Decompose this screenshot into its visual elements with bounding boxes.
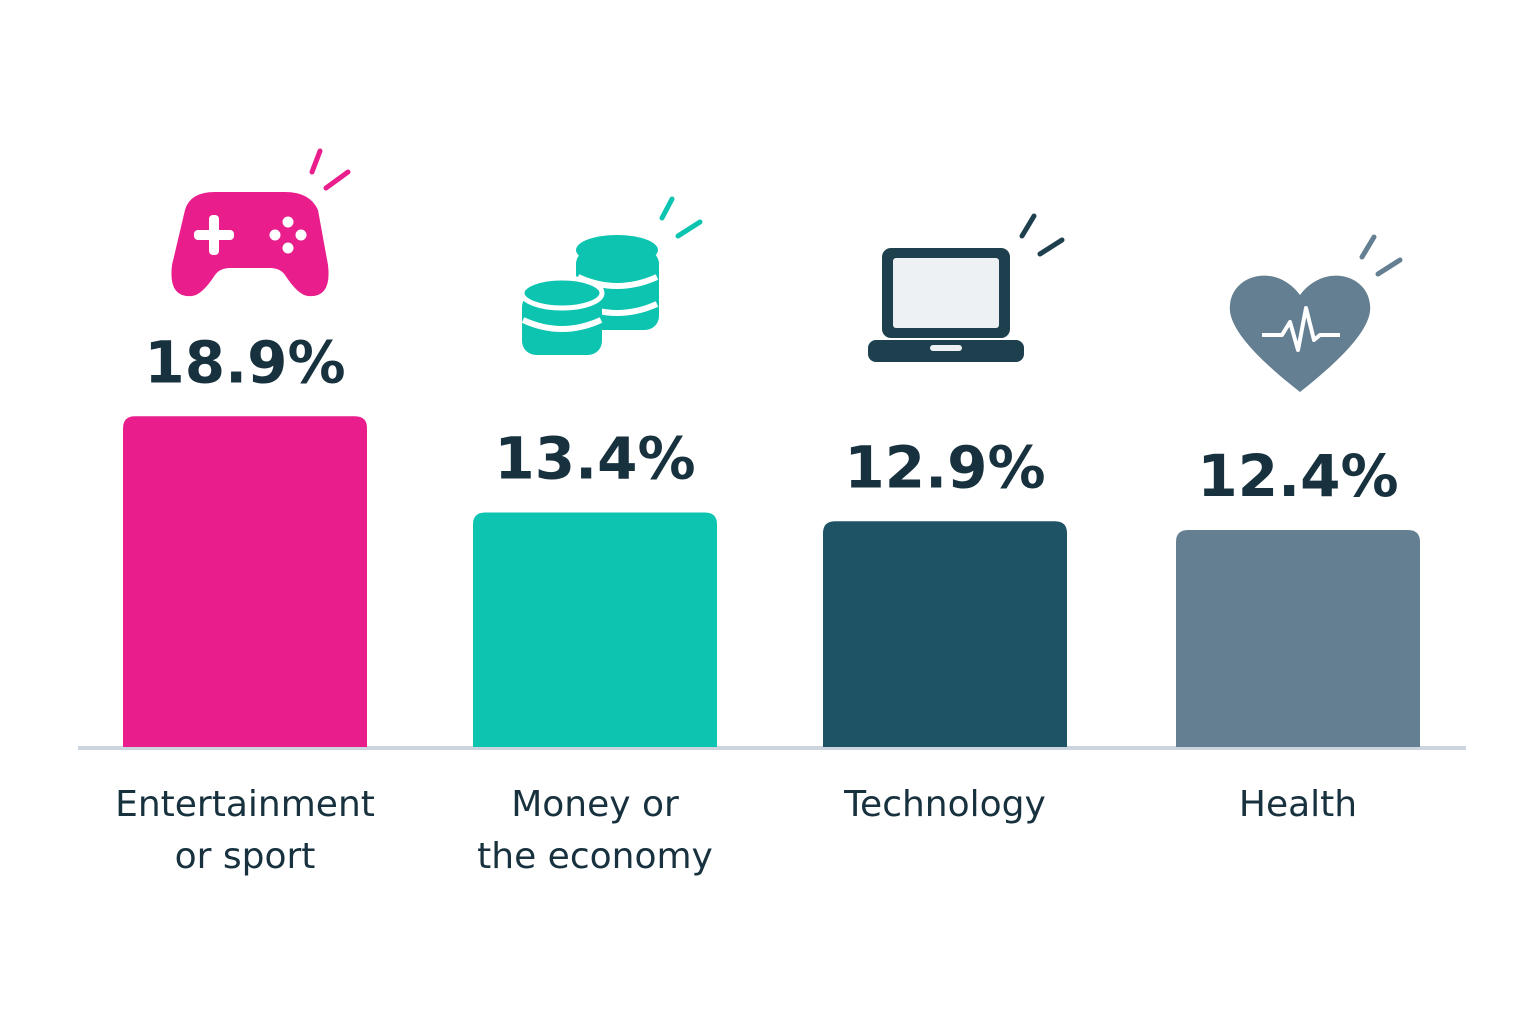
category-label: or sport (175, 836, 316, 877)
bar (823, 521, 1067, 747)
bar (473, 512, 717, 747)
category-label: Entertainment (115, 784, 375, 825)
icon-gamepad (171, 148, 351, 297)
bar (1176, 530, 1420, 747)
icon-laptop (868, 213, 1065, 362)
value-label: 13.4% (494, 425, 695, 493)
category-label: Money or (511, 784, 679, 825)
category-label: Health (1239, 784, 1357, 825)
icon-heart (1229, 234, 1403, 392)
category-label: Technology (843, 784, 1046, 825)
value-label: 18.9% (144, 328, 345, 396)
value-label: 12.4% (1197, 442, 1398, 510)
icon-coins (519, 196, 703, 355)
value-label: 12.9% (844, 433, 1045, 501)
category-label: the economy (477, 836, 713, 877)
bar (123, 416, 367, 747)
